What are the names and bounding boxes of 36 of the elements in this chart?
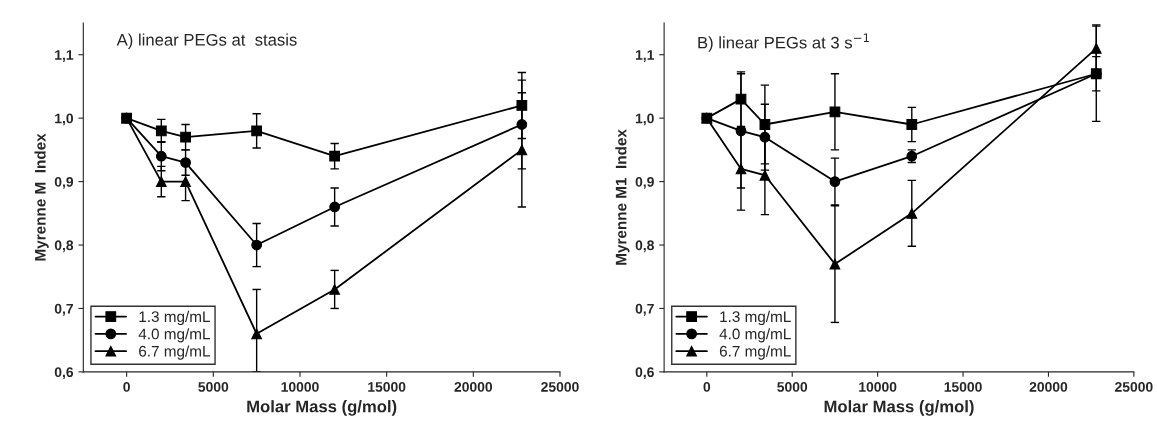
text: B) linear PEGs at 3 s$^{−1}$ — [698, 33, 869, 52]
legend-label: 6.7 mg/mL — [719, 345, 791, 360]
legend-label: 4.0 mg/mL — [138, 328, 210, 343]
x-tick-label: 25000 — [541, 381, 579, 392]
legend-label: 4.0 mg/mL — [719, 328, 791, 343]
y-tick-label: 1,1 — [55, 50, 74, 62]
y-tick-label: 0,7 — [54, 303, 73, 316]
x-tick-label: 0 — [703, 381, 711, 392]
x-tick-label: 10000 — [281, 381, 319, 392]
x-tick-label: 25000 — [1115, 381, 1153, 392]
legend-label: 1.3 mg/mL — [720, 310, 791, 326]
text: A) linear PEGs at stasis — [116, 33, 297, 49]
x-tick-label: 5000 — [198, 381, 229, 392]
y-tick-label: 1,1 — [635, 50, 655, 62]
y-tick-label: 0,9 — [635, 176, 654, 189]
legend-label: 1.3 mg/mL — [139, 310, 210, 326]
x-tick-label: 10000 — [859, 381, 897, 392]
y-axis-title: Myrenne M1 Index — [615, 129, 630, 265]
x-axis-title: Molar Mass (g/mol) — [824, 400, 974, 416]
y-tick-label: 0,6 — [54, 367, 74, 380]
x-tick-label: 15000 — [944, 381, 982, 392]
y-tick-label: 1,0 — [635, 113, 654, 126]
x-tick-label: 0 — [123, 381, 130, 392]
y-tick-label: 0,6 — [635, 367, 654, 380]
x-tick-label: 20000 — [454, 381, 493, 392]
y-tick-label: 1,0 — [55, 113, 74, 126]
legend-label: 6.7 mg/mL — [139, 345, 210, 360]
x-tick-label: 20000 — [1029, 381, 1068, 392]
y-tick-label: 0,8 — [635, 240, 654, 253]
x-tick-label: 5000 — [777, 381, 808, 392]
y-tick-label: 0,8 — [54, 240, 74, 253]
x-tick-label: 15000 — [368, 381, 406, 392]
x-axis-title: Molar Mass (g/mol) — [247, 400, 397, 416]
y-axis-title: Myrenne M Index — [34, 133, 49, 261]
y-tick-label: 0,7 — [635, 303, 654, 316]
y-tick-label: 0,9 — [54, 176, 74, 189]
